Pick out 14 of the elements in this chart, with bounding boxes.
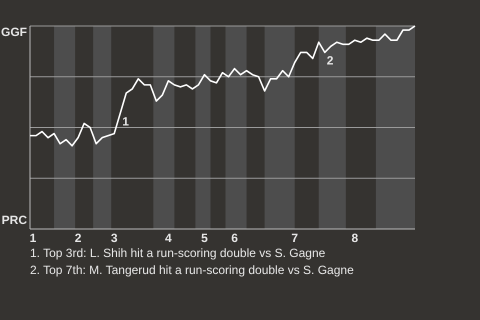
text: 2. Top 7th: M. Tangerud hit a run-scoring double vs S. Gagne <box>30 263 354 277</box>
x-tick-label: 3 <box>110 231 118 245</box>
x-tick-label: 1 <box>30 231 37 245</box>
x-tick-label: 7 <box>291 231 298 245</box>
text: 1. Top 3rd: L. Shih hit a run-scoring double vs S. Gagne <box>30 246 326 260</box>
x-tick-label: 6 <box>231 231 238 245</box>
x-tick-label: 2 <box>74 231 82 245</box>
x-tick-label: 5 <box>201 231 208 245</box>
x-tick-label: 8 <box>352 231 358 245</box>
annotation: 1 <box>122 114 130 128</box>
text: PRC <box>2 213 28 228</box>
annotation: 2 <box>326 53 334 68</box>
x-tick-label: 4 <box>165 231 172 245</box>
text: GGF <box>1 25 27 40</box>
